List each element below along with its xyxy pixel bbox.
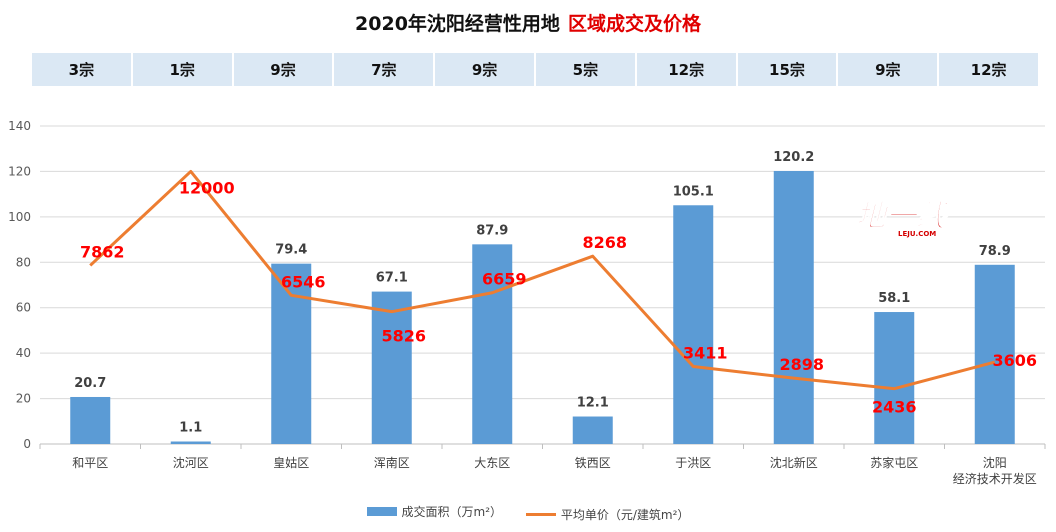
bar [170,441,211,444]
deal-count-cell: 1宗 [132,53,232,86]
x-tick-label: 皇姑区 [273,456,309,470]
x-tick-label: 沈阳经济技术开发区 [953,455,1037,486]
deal-count-cell: 12宗 [636,53,736,86]
y-tick-label: 40 [16,346,31,360]
chart-title-highlight: 区域成交及价格 [567,13,701,35]
y-tick-label: 0 [23,437,31,451]
x-tick-label: 于洪区 [675,456,711,470]
price-value-label: 2898 [779,355,824,374]
x-tick-label: 和平区 [72,456,108,470]
chart-legend: 成交面积（万m²） 平均单价（元/建筑m²） [0,503,1056,523]
bar-value-label: 78.9 [979,244,1011,259]
legend-item-price: 平均单价（元/建筑m²） [525,506,690,523]
price-value-label: 3411 [683,344,728,363]
x-tick-label: 浑南区 [374,455,410,470]
logo-subtext: LEJU.COM [898,230,936,238]
price-value-label: 5826 [381,327,426,346]
bar-value-label: 12.1 [577,396,609,411]
legend-label-price: 平均单价（元/建筑m²） [560,508,690,522]
bar [974,264,1015,444]
price-value-label: 12000 [179,178,235,197]
price-value-label: 8268 [582,233,627,252]
bar-value-label: 1.1 [179,421,202,436]
price-value-label: 6546 [281,272,326,291]
x-tick-label: 沈北新区 [770,455,818,470]
deal-count-cell: 12宗 [939,53,1038,86]
deal-count-cell: 5宗 [536,53,635,86]
chart-plot: 0 20 40 60 80 100 120 140 和平区 沈河区 皇姑区 浑南区 大东区 铁西区 于洪区 沈… [8,119,1046,486]
leju-logo: 地一线 LEJU.COM [852,194,972,239]
bar-value-label: 105.1 [673,184,714,199]
deal-count-strip: 3宗 1宗 9宗 7宗 9宗 5宗 12宗 15宗 9宗 12宗 [31,53,1039,86]
bar [371,291,412,444]
y-tick-label: 20 [16,392,31,406]
bar [572,416,613,444]
deal-count-cell: 15宗 [737,53,837,86]
bar-value-label: 58.1 [878,291,910,306]
legend-label-area: 成交面积（万m²） [401,505,503,519]
x-tick-label: 苏家屯区 [870,455,918,470]
deal-count-cell: 9宗 [838,53,938,86]
y-tick-label: 140 [8,119,31,133]
bar [673,205,714,444]
y-tick-label: 80 [16,255,31,269]
chart-title: 2020年沈阳经营性用地 区域成交及价格 [0,9,1056,36]
price-value-label: 6659 [482,270,527,289]
bar [472,244,513,444]
price-line [89,169,996,391]
y-tick-label: 120 [8,164,31,178]
bar [773,170,814,444]
logo-text: 地一线 [856,199,950,234]
y-tick-label: 100 [8,210,31,224]
bar [874,312,915,444]
deal-count-cell: 3宗 [32,53,131,86]
bar-value-label: 79.4 [275,243,307,258]
bar-value-label: 67.1 [376,271,408,286]
bar-value-label: 120.2 [773,150,814,165]
bar-value-label: 87.9 [476,223,508,238]
bar-value-label: 20.7 [74,376,106,391]
price-value-label: 3606 [992,351,1037,370]
deal-count-cell: 7宗 [334,53,434,86]
bar [70,396,111,444]
deal-count-cell: 9宗 [233,53,333,86]
y-tick-label: 60 [16,301,31,315]
legend-item-area: 成交面积（万m²） [366,503,503,520]
legend-swatch-line [525,513,556,516]
chart-title-main: 2020年沈阳经营性用地 [355,13,560,35]
x-tick-label: 沈河区 [173,455,209,470]
x-tick-label: 大东区 [474,456,510,470]
price-value-label: 7862 [80,242,125,261]
legend-swatch-bar [366,507,397,516]
deal-count-cell: 9宗 [435,53,534,86]
x-tick-label: 铁西区 [575,456,611,470]
price-value-label: 2436 [872,398,917,417]
